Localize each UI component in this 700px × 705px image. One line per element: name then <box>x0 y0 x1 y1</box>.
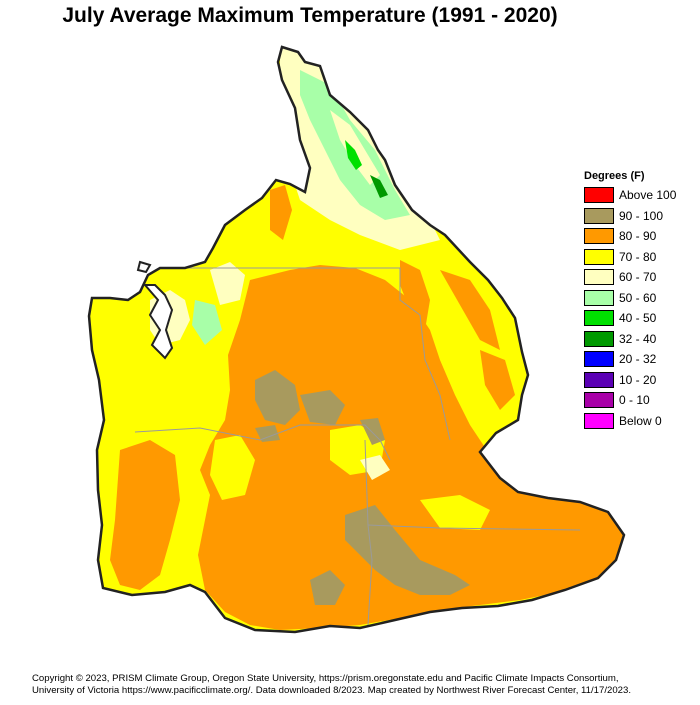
legend-label: 0 - 10 <box>619 393 650 408</box>
legend-swatch <box>584 207 614 224</box>
legend-item: 10 - 20 <box>584 370 676 391</box>
legend-item: 90 - 100 <box>584 206 676 227</box>
legend-swatch <box>584 392 614 409</box>
legend-item: 70 - 80 <box>584 247 676 268</box>
legend-swatch <box>584 248 614 265</box>
legend-item: Above 100 <box>584 185 676 206</box>
legend-title: Degrees (F) <box>584 170 645 182</box>
legend-swatch <box>584 351 614 368</box>
legend-item: 60 - 70 <box>584 267 676 288</box>
legend-label: 60 - 70 <box>619 270 657 285</box>
legend-label: 90 - 100 <box>619 208 664 223</box>
legend-item: 80 - 90 <box>584 226 676 247</box>
legend-label: 80 - 90 <box>619 229 657 244</box>
legend-label: 70 - 80 <box>619 249 657 264</box>
footer-line-1: Copyright © 2023, PRISM Climate Group, O… <box>32 673 619 684</box>
legend-item: 40 - 50 <box>584 308 676 329</box>
legend-swatch <box>584 310 614 327</box>
legend-label: Above 100 <box>619 188 677 203</box>
puget-sound <box>142 284 174 360</box>
copyright-footer: Copyright © 2023, PRISM Climate Group, O… <box>32 673 692 697</box>
legend-item: 32 - 40 <box>584 329 676 350</box>
legend-swatch <box>584 228 614 245</box>
state-borders <box>134 267 581 626</box>
legend-item: Below 0 <box>584 411 676 432</box>
legend-swatch <box>584 330 614 347</box>
legend-label: 50 - 60 <box>619 290 657 305</box>
legend-label: Below 0 <box>619 413 662 428</box>
legend-item: 0 - 10 <box>584 390 676 411</box>
legend-swatch <box>584 289 614 306</box>
legend-item: 50 - 60 <box>584 288 676 309</box>
footer-line-2: University of Victoria https://www.pacif… <box>32 685 632 696</box>
legend-item: 20 - 32 <box>584 349 676 370</box>
legend-swatch <box>584 412 614 429</box>
legend-swatch <box>584 187 614 204</box>
island-outline <box>136 260 152 274</box>
legend-items: Above 100 90 - 100 80 - 90 70 - 80 60 - 70 50… <box>584 185 676 431</box>
legend-swatch <box>584 371 614 388</box>
legend: Degrees (F) Above 100 90 - 100 80 - 90 70 -… <box>584 170 676 431</box>
legend-swatch <box>584 269 614 286</box>
legend-label: 10 - 20 <box>619 372 657 387</box>
legend-label: 40 - 50 <box>619 311 657 326</box>
legend-label: 20 - 32 <box>619 352 657 367</box>
map-title: July Average Maximum Temperature (1991 -… <box>62 4 558 27</box>
legend-label: 32 - 40 <box>619 331 657 346</box>
